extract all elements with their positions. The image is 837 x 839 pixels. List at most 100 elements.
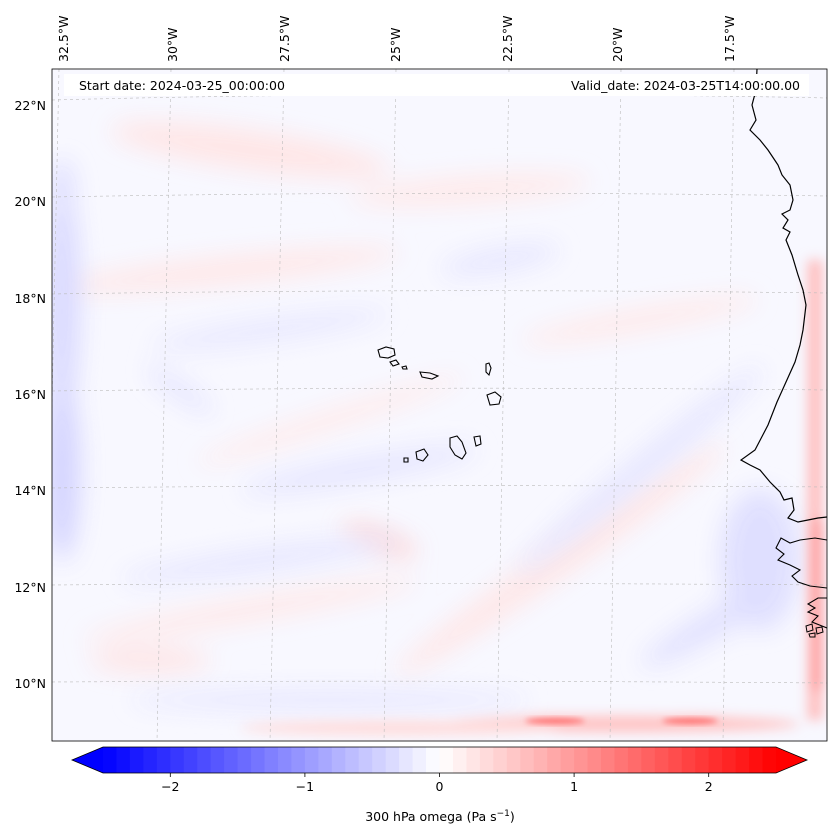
lon-label: 20°W [610, 27, 625, 62]
colorbar-cell [251, 747, 266, 773]
island-maio [473, 435, 482, 447]
colorbar-cell [722, 747, 737, 773]
colorbar-cell [681, 747, 696, 773]
colorbar-cell [452, 747, 468, 773]
lat-label: 22°N [14, 98, 46, 113]
colorbar-cell [735, 747, 750, 773]
island-santo-antao [377, 346, 396, 359]
colorbar-cell [762, 747, 777, 773]
lon-label: 25°W [388, 27, 403, 62]
island-sal [485, 362, 492, 377]
start-date-label: Start date: 2024-03-25_00:00:00 [79, 78, 285, 93]
coastline-guinea-bissau [806, 597, 827, 629]
colorbar-cell [224, 747, 239, 773]
island-fogo [415, 448, 429, 462]
colorbar-outline [70, 746, 809, 774]
colorbar-cell [277, 747, 293, 773]
lat-labels: 22°N 20°N 18°N 16°N 14°N 12°N 10°N [14, 98, 46, 691]
colorbar-cell [197, 747, 212, 773]
colorbar: −2 −1 0 1 2 300 hPa omega (Pa s−1) [70, 746, 809, 824]
colorbar-cells [103, 747, 777, 773]
lat-gridlines [52, 94, 827, 684]
colorbar-cell [412, 747, 427, 773]
colorbar-cell [493, 747, 508, 773]
island-sao-vicente [389, 359, 400, 367]
colorbar-cell [547, 747, 562, 773]
colorbar-cell [156, 747, 171, 773]
colorbar-cell [372, 747, 387, 773]
lat-label: 16°N [14, 387, 46, 402]
omega-field: Start date: 2024-03-25_00:00:00 Valid_da… [52, 69, 827, 741]
valid-date-label: Valid_date: 2024-03-25T14:00:00.00 [571, 78, 800, 93]
coastline-south [775, 537, 827, 589]
lat-label: 20°N [14, 194, 46, 209]
colorbar-cell [170, 747, 185, 773]
colorbar-extend-max [776, 747, 807, 773]
colorbar-cell [439, 747, 454, 773]
colorbar-cell [601, 747, 616, 773]
colorbar-cell [358, 747, 373, 773]
colorbar-cell [533, 747, 548, 773]
lon-label: 22.5°W [500, 16, 515, 62]
lat-label: 18°N [14, 291, 46, 306]
colorbar-cell [304, 747, 319, 773]
island-sao-nicolau [419, 371, 440, 380]
colorbar-cell [291, 747, 306, 773]
colorbar-label: 300 hPa omega (Pa s−1) [365, 809, 515, 824]
colorbar-cell [708, 747, 723, 773]
colorbar-cell [103, 747, 118, 773]
colorbar-cell [479, 747, 494, 773]
colorbar-cell [331, 747, 346, 773]
colorbar-tick-label: 0 [436, 779, 444, 794]
colorbar-cell [183, 747, 198, 773]
lat-label: 10°N [14, 676, 46, 691]
colorbar-cell [749, 747, 764, 773]
colorbar-cell [264, 747, 279, 773]
header-strip [64, 74, 809, 96]
lon-label: 17.5°W [722, 16, 737, 62]
colorbar-cell [318, 747, 333, 773]
colorbar-tick-label: 1 [570, 779, 578, 794]
island-santiago [449, 435, 467, 460]
colorbar-ticks: −2 −1 0 1 2 [161, 773, 713, 794]
map-frame [51, 68, 828, 742]
lon-gridlines [52, 69, 735, 741]
colorbar-cell [116, 747, 131, 773]
bijagos-islands [805, 623, 824, 638]
colorbar-extend-min [72, 747, 103, 773]
colorbar-cell [641, 747, 656, 773]
colorbar-cell [345, 747, 360, 773]
colorbar-cell [237, 747, 252, 773]
colorbar-cell [560, 747, 575, 773]
colorbar-cell [654, 747, 669, 773]
lat-label: 14°N [14, 483, 46, 498]
lat-label: 12°N [14, 580, 46, 595]
lon-label: 27.5°W [277, 16, 292, 62]
colorbar-tick-label: −1 [296, 779, 314, 794]
colorbar-cell [466, 747, 481, 773]
colorbar-tick-label: −2 [161, 779, 179, 794]
colorbar-cell [385, 747, 400, 773]
coastline [739, 69, 827, 523]
colorbar-cell [614, 747, 629, 773]
colorbar-cell [426, 747, 441, 773]
colorbar-cell [210, 747, 225, 773]
colorbar-cell [506, 747, 521, 773]
colorbar-cell [520, 747, 535, 773]
island-boa-vista [486, 391, 502, 406]
colorbar-cell [668, 747, 683, 773]
colorbar-cell [587, 747, 602, 773]
island-brava [403, 457, 409, 463]
lon-label: 32.5°W [56, 16, 71, 62]
colorbar-cell [143, 747, 158, 773]
lon-label: 30°W [165, 27, 180, 62]
colorbar-cell [574, 747, 589, 773]
colorbar-cell [399, 747, 414, 773]
map-panel[interactable]: Start date: 2024-03-25_00:00:00 Valid_da… [44, 68, 828, 742]
colorbar-cell [129, 747, 144, 773]
lon-labels: 32.5°W 30°W 27.5°W 25°W 22.5°W 20°W 17.5… [56, 16, 737, 62]
island-santa-luzia [401, 365, 408, 370]
colorbar-cell [695, 747, 710, 773]
cape-verde-islands [377, 346, 502, 463]
